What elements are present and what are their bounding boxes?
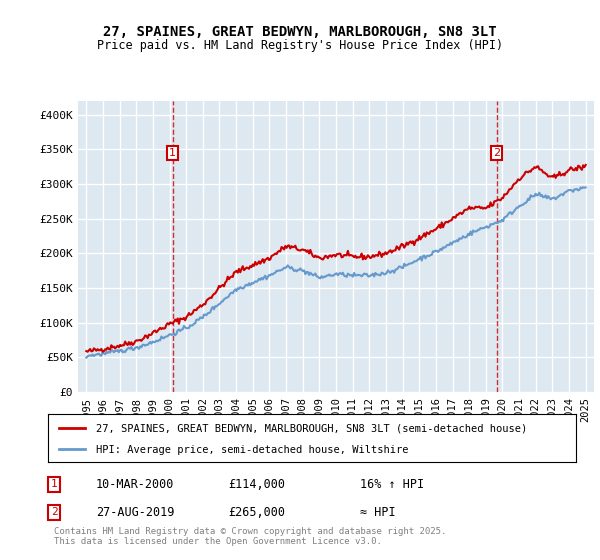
Text: 2: 2	[50, 507, 58, 517]
Text: Price paid vs. HM Land Registry's House Price Index (HPI): Price paid vs. HM Land Registry's House …	[97, 39, 503, 52]
Text: 10-MAR-2000: 10-MAR-2000	[96, 478, 175, 491]
Text: HPI: Average price, semi-detached house, Wiltshire: HPI: Average price, semi-detached house,…	[95, 445, 408, 455]
Text: ≈ HPI: ≈ HPI	[360, 506, 395, 519]
Text: 27, SPAINES, GREAT BEDWYN, MARLBOROUGH, SN8 3LT (semi-detached house): 27, SPAINES, GREAT BEDWYN, MARLBOROUGH, …	[95, 424, 527, 433]
Text: Contains HM Land Registry data © Crown copyright and database right 2025.
This d: Contains HM Land Registry data © Crown c…	[54, 526, 446, 546]
Text: 2: 2	[493, 148, 500, 158]
Text: £114,000: £114,000	[228, 478, 285, 491]
Text: 27, SPAINES, GREAT BEDWYN, MARLBOROUGH, SN8 3LT: 27, SPAINES, GREAT BEDWYN, MARLBOROUGH, …	[103, 25, 497, 39]
Text: 16% ↑ HPI: 16% ↑ HPI	[360, 478, 424, 491]
Text: 1: 1	[50, 479, 58, 489]
Text: 27-AUG-2019: 27-AUG-2019	[96, 506, 175, 519]
Text: £265,000: £265,000	[228, 506, 285, 519]
Text: 1: 1	[169, 148, 176, 158]
